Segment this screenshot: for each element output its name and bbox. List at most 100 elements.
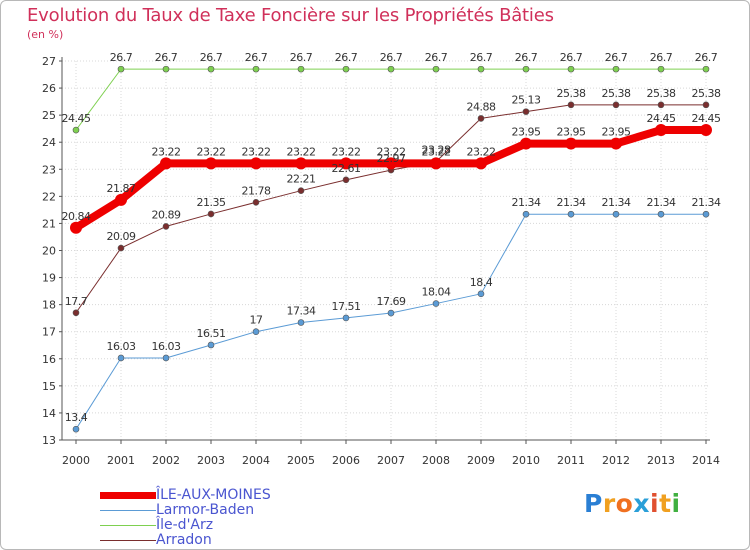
- data-label: 21.34: [512, 196, 541, 209]
- data-label: 23.95: [602, 126, 631, 139]
- data-label: 26.7: [605, 51, 628, 64]
- data-label: 23.22: [377, 145, 406, 158]
- data-label: 24.45: [647, 112, 676, 125]
- data-label: 18.4: [470, 276, 493, 289]
- data-point: [117, 354, 125, 362]
- data-label: 17: [250, 314, 263, 327]
- legend-swatch: [100, 540, 156, 541]
- data-label: 26.7: [695, 51, 718, 64]
- data-label: 23.22: [197, 145, 226, 158]
- unit-label: (en %): [27, 28, 64, 41]
- data-label: 20.84: [62, 210, 91, 223]
- data-point: [520, 137, 532, 150]
- data-label: 23.28: [422, 144, 451, 157]
- data-label: 25.38: [602, 87, 631, 100]
- y-tick-label: 17: [42, 326, 56, 339]
- data-label: 26.7: [515, 51, 538, 64]
- y-tick-label: 13: [42, 434, 56, 447]
- data-point: [207, 210, 215, 218]
- x-tick-label: 2012: [602, 454, 630, 467]
- data-point: [340, 157, 352, 170]
- data-label: 25.38: [647, 87, 676, 100]
- data-label: 24.45: [692, 112, 721, 125]
- x-tick-label: 2000: [62, 454, 90, 467]
- data-label: 21.35: [197, 196, 226, 209]
- data-label: 22.97: [377, 152, 406, 165]
- data-point: [657, 65, 665, 73]
- data-label: 25.13: [512, 94, 541, 107]
- data-point: [702, 65, 710, 73]
- y-tick-label: 25: [42, 109, 56, 122]
- data-label: 16.03: [152, 340, 181, 353]
- data-label: 16.51: [197, 327, 226, 340]
- data-point: [115, 193, 127, 206]
- data-label: 17.34: [287, 305, 316, 318]
- data-label: 18.04: [422, 286, 451, 299]
- data-label: 26.7: [200, 51, 223, 64]
- y-tick-label: 27: [42, 55, 56, 68]
- data-point: [162, 354, 170, 362]
- data-label: 26.7: [110, 51, 133, 64]
- data-point: [477, 115, 485, 122]
- data-point: [297, 65, 305, 73]
- y-tick-label: 21: [42, 217, 56, 230]
- data-point: [702, 210, 710, 218]
- x-tick-label: 2010: [512, 454, 540, 467]
- data-point: [207, 341, 215, 349]
- data-label: 26.7: [155, 51, 178, 64]
- data-label: 20.89: [152, 208, 181, 221]
- data-point: [522, 210, 530, 218]
- logo-letter: i: [650, 489, 660, 518]
- data-label: 21.34: [602, 196, 631, 209]
- data-label: 26.7: [245, 51, 268, 64]
- chart-title: Evolution du Taux de Taxe Foncière sur l…: [27, 5, 554, 26]
- data-point: [567, 65, 575, 73]
- x-tick-label: 2001: [107, 454, 135, 467]
- data-point: [252, 328, 260, 336]
- data-point: [297, 319, 305, 326]
- data-label: 26.7: [380, 51, 403, 64]
- logo-letter: x: [633, 489, 650, 518]
- data-label: 23.22: [287, 145, 316, 158]
- data-point: [252, 199, 260, 206]
- data-label: 23.22: [152, 145, 181, 158]
- data-point: [610, 137, 622, 150]
- data-point: [522, 108, 530, 115]
- x-tick-label: 2004: [242, 454, 270, 467]
- data-label: 25.38: [692, 87, 721, 100]
- data-label: 23.22: [422, 145, 451, 158]
- data-point: [295, 157, 307, 170]
- x-tick-label: 2008: [422, 454, 450, 467]
- data-label: 17.51: [332, 300, 361, 313]
- data-point: [117, 244, 125, 252]
- legend-swatch: [100, 525, 156, 526]
- data-label: 21.78: [242, 184, 271, 197]
- data-label: 23.22: [332, 145, 361, 158]
- data-point: [477, 65, 485, 73]
- x-tick-label: 2013: [647, 454, 675, 467]
- y-tick-label: 24: [42, 136, 56, 149]
- data-label: 22.21: [287, 173, 316, 186]
- data-label: 21.34: [557, 196, 586, 209]
- x-tick-label: 2014: [692, 454, 720, 467]
- data-label: 21.34: [647, 196, 676, 209]
- logo-letter: t: [659, 489, 672, 518]
- y-tick-label: 15: [42, 380, 56, 393]
- legend-label: Larmor-Baden: [156, 502, 255, 518]
- data-point: [117, 65, 125, 73]
- data-point: [385, 157, 397, 170]
- x-tick-label: 2011: [557, 454, 585, 467]
- proxiti-logo: Proxiti: [584, 489, 681, 518]
- data-label: 22.61: [332, 162, 361, 175]
- data-point: [72, 425, 80, 433]
- data-point: [250, 157, 262, 170]
- data-point: [207, 65, 215, 73]
- data-point: [700, 124, 712, 137]
- data-point: [567, 210, 575, 218]
- data-label: 23.95: [557, 126, 586, 139]
- data-label: 26.7: [560, 51, 583, 64]
- data-label: 25.38: [557, 87, 586, 100]
- data-label: 21.34: [692, 196, 721, 209]
- data-label: 17.69: [377, 295, 406, 308]
